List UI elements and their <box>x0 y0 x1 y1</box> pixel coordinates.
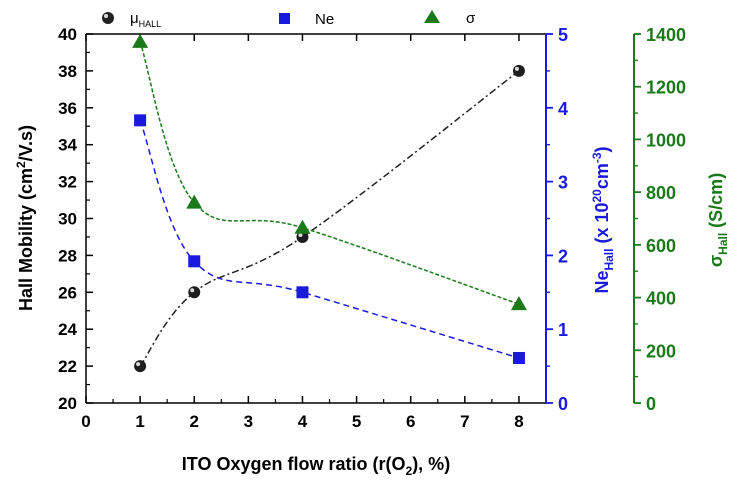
point-sphere-3-highlight <box>514 66 519 71</box>
right1-tick-label-1: 1 <box>558 320 568 340</box>
left-tick-label-24: 24 <box>58 320 77 339</box>
data-markers <box>132 33 527 373</box>
right2-tick-label-1200: 1200 <box>646 78 686 98</box>
left-tick-label-28: 28 <box>58 246 77 265</box>
right2-tick-label-800: 800 <box>646 183 676 203</box>
point-square-0 <box>134 114 147 127</box>
left-tick-label-40: 40 <box>58 25 77 44</box>
curve-triangle <box>139 41 520 305</box>
legend: μHALL Ne σ <box>102 10 476 29</box>
right2-tick-label-1000: 1000 <box>646 130 686 150</box>
point-sphere-3 <box>512 64 525 77</box>
right1-tick-label-0: 0 <box>558 394 568 414</box>
point-sphere-0-highlight <box>136 362 141 367</box>
x-tick-label-7: 7 <box>460 412 469 431</box>
curve-sphere <box>139 70 520 367</box>
right1-tick-label-4: 4 <box>558 99 568 119</box>
legend-sphere-highlight <box>104 14 108 18</box>
right2-tick-label-200: 200 <box>646 341 676 361</box>
x-tick-label-2: 2 <box>190 412 199 431</box>
x-tick-label-4: 4 <box>298 412 308 431</box>
legend-sphere-marker <box>102 12 114 24</box>
fit-curves <box>139 41 520 367</box>
left-tick-label-32: 32 <box>58 173 77 192</box>
x-tick-label-6: 6 <box>406 412 415 431</box>
point-triangle-0 <box>132 33 149 48</box>
curve-square <box>139 120 520 359</box>
point-triangle-2 <box>294 219 311 234</box>
right2-tick-label-400: 400 <box>646 289 676 309</box>
right2-tick-label-0: 0 <box>646 394 656 414</box>
legend-mu-label: μHALL <box>130 10 161 29</box>
point-square-3 <box>512 351 525 364</box>
point-sphere-1-highlight <box>190 288 195 293</box>
left-tick-label-22: 22 <box>58 357 77 376</box>
x-tick-label-8: 8 <box>514 412 523 431</box>
legend-triangle-marker <box>424 10 440 23</box>
left-tick-label-26: 26 <box>58 283 77 302</box>
left-tick-label-34: 34 <box>58 136 77 155</box>
right1-tick-label-2: 2 <box>558 246 568 266</box>
right1-axis-title: NeHall (x 1020cm-3) <box>590 146 616 293</box>
legend-ne-label: Ne <box>315 11 334 28</box>
right2-tick-label-1400: 1400 <box>646 25 686 45</box>
x-tick-label-3: 3 <box>244 412 253 431</box>
left-axis-title: Hall Mobility (cm2/V.s) <box>14 125 36 311</box>
right2-tick-label-600: 600 <box>646 236 676 256</box>
x-axis-title: ITO Oxygen flow ratio (r(O2), %) <box>182 454 450 478</box>
tick-marks <box>85 33 641 404</box>
x-tick-label-0: 0 <box>81 412 90 431</box>
tick-labels: 0 1 2 3 4 5 6 7 82022242628303234363840012345020… <box>58 25 686 431</box>
right1-tick-label-3: 3 <box>558 173 568 193</box>
point-triangle-1 <box>186 194 203 209</box>
left-tick-label-20: 20 <box>58 394 77 413</box>
point-sphere-0 <box>134 360 147 373</box>
left-tick-label-30: 30 <box>58 210 77 229</box>
point-sphere-1 <box>188 286 201 299</box>
right1-tick-label-5: 5 <box>558 25 568 45</box>
point-sphere-2-highlight <box>298 232 303 237</box>
point-square-2 <box>296 286 309 299</box>
left-tick-label-38: 38 <box>58 62 77 81</box>
x-tick-label-1: 1 <box>135 412 144 431</box>
left-tick-label-36: 36 <box>58 99 77 118</box>
point-triangle-3 <box>510 296 527 311</box>
legend-square-marker <box>279 13 290 24</box>
right2-axis-title: σHall (S/cm) <box>706 173 730 267</box>
x-tick-label-5: 5 <box>352 412 361 431</box>
legend-sigma-label: σ <box>466 10 476 27</box>
point-square-1 <box>188 255 201 268</box>
